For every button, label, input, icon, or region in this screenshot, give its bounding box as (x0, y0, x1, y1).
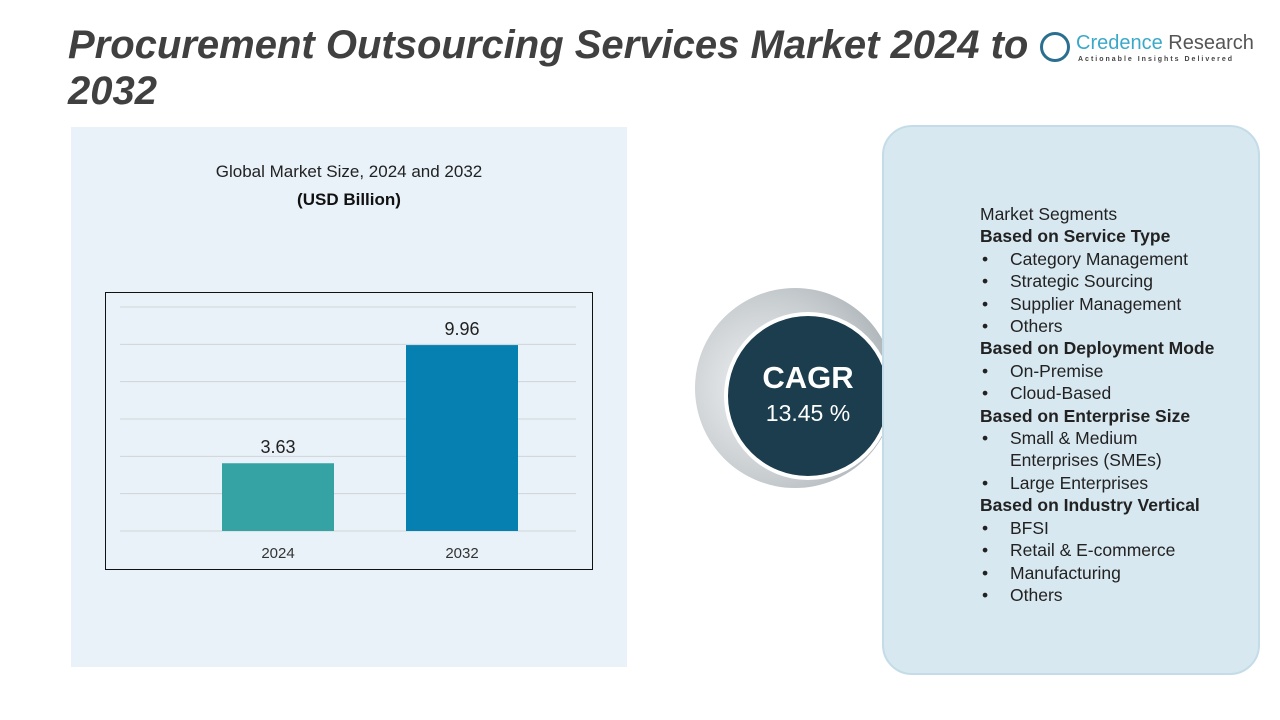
chart-unit: (USD Billion) (297, 190, 401, 209)
logo-chart-icon (1040, 32, 1070, 62)
segment-group-title: Based on Deployment Mode (980, 338, 1215, 359)
x-tick-label: 2024 (261, 545, 294, 562)
bar-chart: 3.63 2024 9.96 2032 (105, 292, 593, 570)
logo-tagline: Actionable Insights Delivered (1078, 56, 1235, 63)
market-size-panel: Global Market Size, 2024 and 2032 (USD B… (71, 127, 627, 667)
segments-list: Market Segments Based on Service TypeCat… (980, 203, 1230, 607)
logo-name-a: Credence (1076, 32, 1163, 54)
segment-item: Retail & E-commerce (980, 539, 1230, 562)
cagr-value: 13.45 % (765, 400, 851, 426)
data-label: 3.63 (260, 437, 295, 457)
segment-item: Strategic Sourcing (980, 270, 1230, 293)
chart-title: Global Market Size, 2024 and 2032 (215, 162, 483, 181)
bar-2032 (406, 345, 518, 531)
segment-item: Category Management (980, 248, 1230, 271)
logo-name-b: Research (1162, 32, 1254, 54)
segment-group-title: Based on Service Type (980, 226, 1171, 247)
segments-panel: Market Segments Based on Service TypeCat… (882, 125, 1260, 675)
x-tick-label: 2032 (445, 545, 478, 562)
segment-item: Supplier Management (980, 293, 1230, 316)
bar-2024 (222, 463, 334, 531)
data-label: 9.96 (444, 319, 479, 339)
segment-item: Small & Medium Enterprises (SMEs) (980, 427, 1230, 472)
segment-item: BFSI (980, 517, 1230, 540)
segment-item: Others (980, 584, 1230, 607)
segment-item: Manufacturing (980, 562, 1230, 585)
segment-item: Large Enterprises (980, 472, 1230, 495)
segment-item: On-Premise (980, 360, 1230, 383)
segment-item: Others (980, 315, 1230, 338)
credence-research-logo: Credence Research Actionable Insights De… (1040, 30, 1270, 70)
segments-heading: Market Segments (980, 204, 1118, 224)
cagr-badge: CAGR 13.45 % (695, 288, 895, 488)
cagr-label: CAGR (762, 360, 854, 395)
segment-group-title: Based on Industry Vertical (980, 495, 1200, 516)
segment-item: Cloud-Based (980, 382, 1230, 405)
cagr-circle: CAGR 13.45 % (724, 312, 892, 480)
segment-group-title: Based on Enterprise Size (980, 405, 1191, 426)
chart-frame (105, 292, 593, 570)
page-title: Procurement Outsourcing Services Market … (68, 23, 1029, 113)
